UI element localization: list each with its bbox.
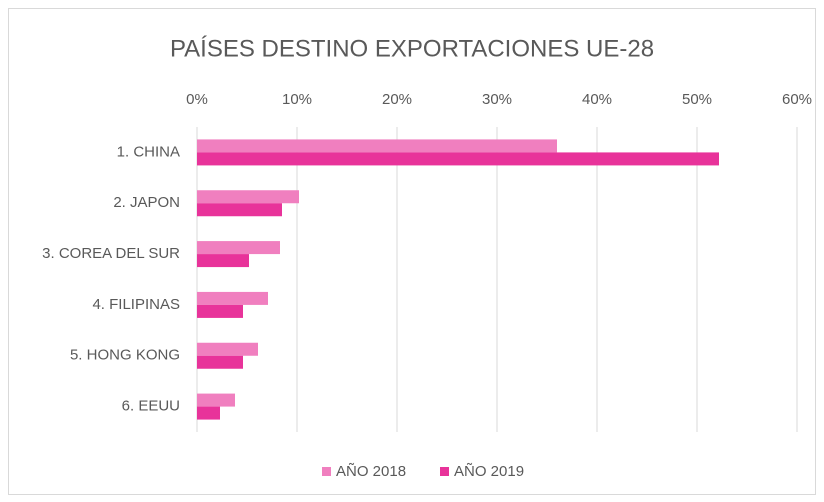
bar <box>197 190 299 204</box>
bar <box>197 291 268 305</box>
x-tick-label: 30% <box>482 91 512 108</box>
legend-swatch <box>322 467 331 476</box>
legend-label: AÑO 2018 <box>336 463 406 480</box>
bar <box>197 203 282 217</box>
x-tick-label: 0% <box>186 91 208 108</box>
bar <box>197 139 557 153</box>
bar <box>197 304 243 318</box>
bar <box>197 355 243 369</box>
x-tick-label: 40% <box>582 91 612 108</box>
bar <box>197 406 220 420</box>
x-tick-label: 10% <box>282 91 312 108</box>
bar <box>197 342 258 356</box>
bar <box>197 393 235 407</box>
y-tick-label: 6. EEUU <box>122 398 180 415</box>
bar <box>197 254 249 268</box>
chart-title: PAÍSES DESTINO EXPORTACIONES UE-28 <box>170 35 654 62</box>
x-tick-label: 60% <box>782 91 812 108</box>
y-tick-label: 1. CHINA <box>117 143 180 160</box>
bar <box>197 241 280 255</box>
legend-label: AÑO 2019 <box>454 463 524 480</box>
y-tick-label: 2. JAPON <box>113 194 180 211</box>
x-tick-label: 20% <box>382 91 412 108</box>
y-tick-label: 4. FILIPINAS <box>92 296 180 313</box>
y-tick-label: 5. HONG KONG <box>70 347 180 364</box>
y-tick-label: 3. COREA DEL SUR <box>42 245 180 262</box>
bar <box>197 152 719 166</box>
legend-swatch <box>440 467 449 476</box>
chart-border <box>8 8 816 495</box>
x-tick-label: 50% <box>682 91 712 108</box>
